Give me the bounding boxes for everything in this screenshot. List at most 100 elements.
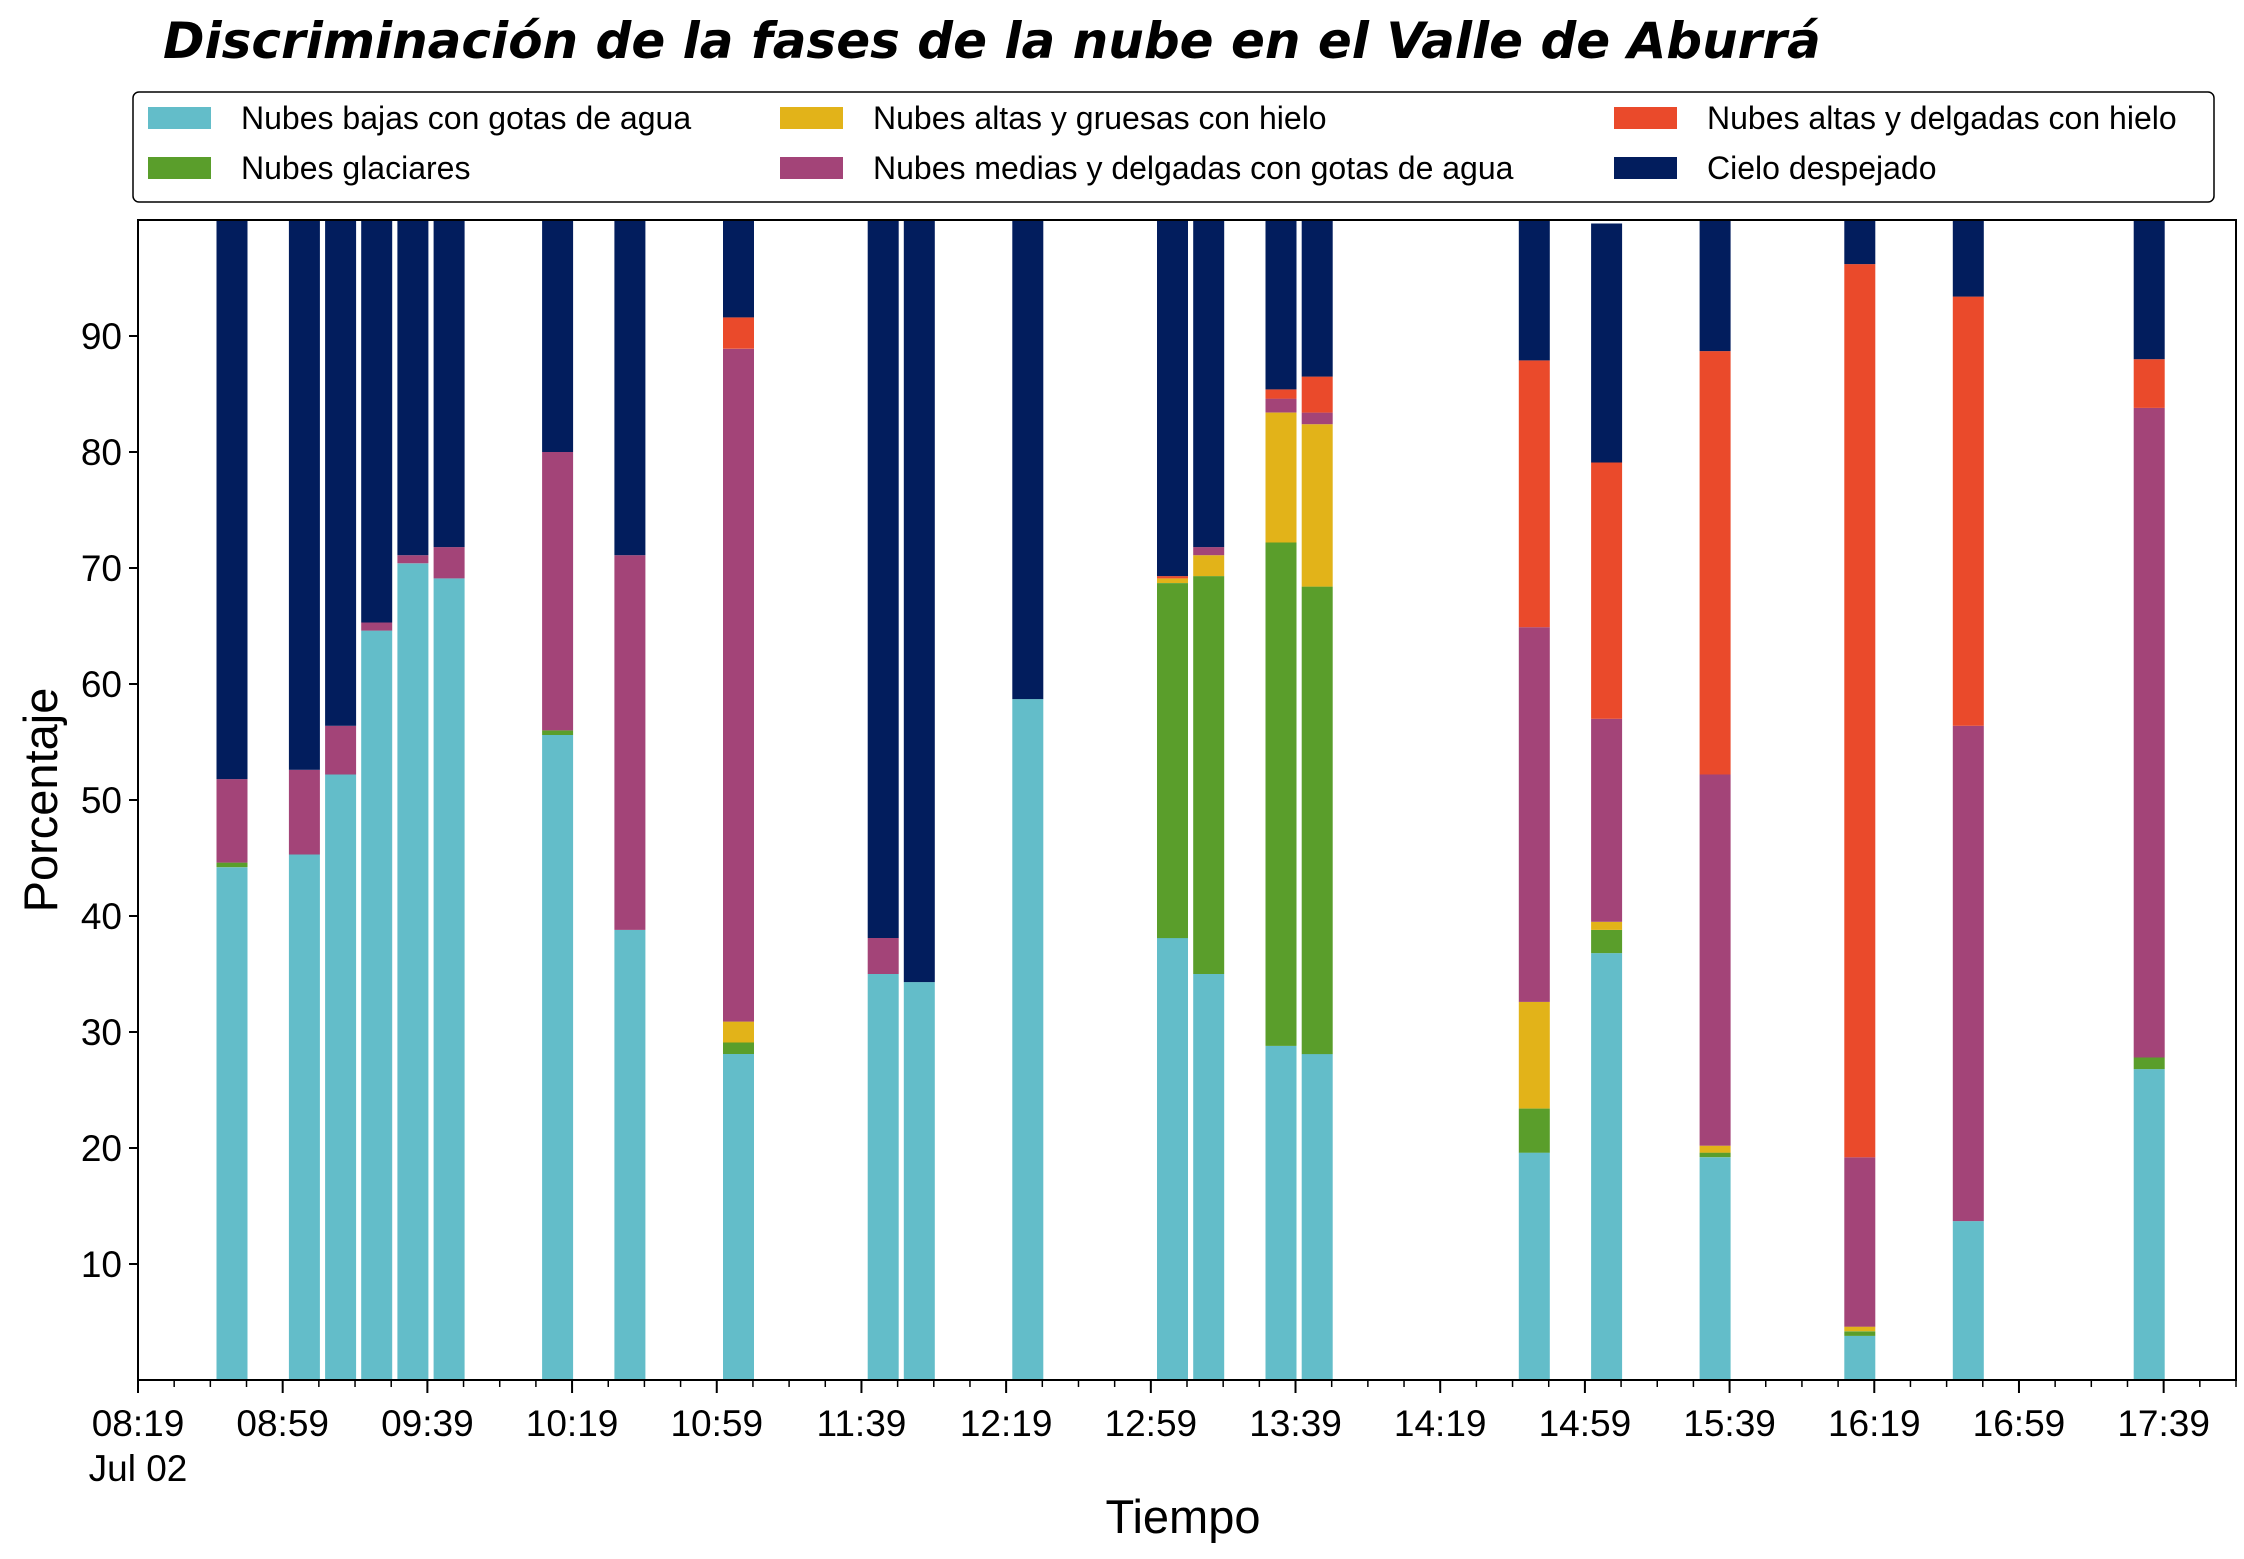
bar-segment — [1301, 220, 1333, 377]
legend-box — [132, 91, 2215, 203]
bar-segment — [2133, 407, 2165, 1058]
bar-segment — [903, 982, 935, 1380]
bar-segment — [2133, 1069, 2165, 1380]
legend-swatch — [148, 157, 211, 179]
x-tick-label: 12:59 — [1105, 1403, 1198, 1444]
bar-segment — [1265, 398, 1297, 413]
bar-segment — [723, 348, 754, 1022]
bar-segment — [2133, 220, 2165, 360]
y-tick-label: 60 — [81, 664, 122, 705]
x-tick-label: 13:39 — [1249, 1403, 1342, 1444]
bar-segment — [1193, 576, 1225, 974]
bar-segment — [1518, 1152, 1550, 1380]
bar-segment — [614, 555, 646, 930]
bar-segment — [397, 220, 429, 556]
bar-segment — [2133, 359, 2165, 408]
legend: Nubes bajas con gotas de agua Nubes glaci… — [132, 91, 2215, 203]
x-tick-label: 17:39 — [2117, 1403, 2210, 1444]
legend-swatch — [780, 157, 843, 179]
legend-label: Nubes altas y delgadas con hielo — [1707, 100, 2177, 136]
chart-title: Discriminación de la fases de la nube en… — [163, 12, 1821, 70]
bar-segment — [397, 563, 429, 1380]
legend-label: Nubes medias y delgadas con gotas de agu… — [873, 150, 1514, 186]
bar-segment — [867, 938, 899, 974]
bar-segment — [1012, 699, 1044, 1380]
bar-segment — [1012, 220, 1044, 700]
bar-segment — [1844, 1331, 1876, 1336]
legend-label: Cielo despejado — [1707, 150, 1937, 186]
bar-segment — [867, 974, 899, 1380]
bar-segment — [1844, 1335, 1876, 1380]
bar-segment — [325, 725, 357, 775]
bar-segment — [1265, 220, 1297, 390]
y-tick-label: 20 — [81, 1128, 122, 1169]
legend-swatch — [1614, 107, 1677, 129]
y-axis-label: Porcentaje — [14, 688, 67, 913]
bar-segment — [1952, 1221, 1984, 1380]
bar-segment — [1699, 1145, 1731, 1153]
bar-segment — [1844, 264, 1876, 1158]
bar-segment — [1301, 376, 1333, 413]
x-tick-label: 08:59 — [236, 1403, 329, 1444]
bar-segment — [723, 317, 754, 349]
bar-segment — [433, 578, 465, 1380]
bar-segment — [1193, 555, 1225, 577]
bar-segment — [1157, 938, 1188, 1380]
bar-segment — [1699, 1152, 1731, 1158]
bar-segment — [1193, 974, 1225, 1380]
bar-segment — [1265, 412, 1297, 543]
bar-segment — [1518, 360, 1550, 628]
x-tick-sublabel: Jul 02 — [89, 1448, 188, 1489]
bar-segment — [1591, 929, 1623, 954]
bar-segment — [1591, 953, 1623, 1380]
bar-segment — [361, 630, 393, 1380]
bar-segment — [867, 220, 899, 938]
bar-segment — [1844, 1157, 1876, 1327]
bar-segment — [1265, 389, 1297, 399]
bar-segment — [1518, 627, 1550, 1002]
bar-segment — [288, 854, 320, 1380]
bar-segment — [1518, 220, 1550, 361]
bar-segment — [542, 220, 574, 452]
x-tick-label: 12:19 — [960, 1403, 1053, 1444]
bar-segment — [288, 220, 320, 770]
bar-segment — [1699, 351, 1731, 775]
bar-segment — [723, 1042, 754, 1054]
bar-segment — [1699, 1157, 1731, 1380]
bar-segment — [288, 769, 320, 855]
y-tick-label: 80 — [81, 432, 122, 473]
bar-segment — [1591, 718, 1623, 922]
x-axis-label: Tiempo — [1106, 1490, 1261, 1543]
x-tick-label: 09:39 — [381, 1403, 474, 1444]
bar-segment — [542, 735, 574, 1380]
y-tick-label: 10 — [81, 1244, 122, 1285]
bar-segment — [614, 929, 646, 1380]
x-tick-label: 14:59 — [1539, 1403, 1632, 1444]
bar-segment — [1157, 583, 1188, 939]
bar-segment — [1157, 576, 1188, 579]
bar-segment — [325, 220, 357, 726]
bar-segment — [216, 220, 248, 780]
bars — [216, 220, 2165, 1380]
bar-segment — [2133, 1057, 2165, 1070]
bar-segment — [1157, 220, 1188, 577]
bar-segment — [903, 220, 935, 983]
bar-segment — [397, 555, 429, 564]
bar-segment — [361, 220, 393, 623]
x-tick-label: 15:39 — [1683, 1403, 1776, 1444]
bar-segment — [1591, 462, 1623, 719]
x-tick-label: 14:19 — [1394, 1403, 1487, 1444]
bar-segment — [1591, 223, 1623, 463]
bar-segment — [614, 220, 646, 556]
bar-segment — [542, 452, 574, 731]
bar-segment — [325, 774, 357, 1380]
legend-label: Nubes altas y gruesas con hielo — [873, 100, 1327, 136]
bar-segment — [1301, 586, 1333, 1055]
bar-segment — [1301, 1054, 1333, 1380]
bar-segment — [1301, 424, 1333, 587]
x-tick-label: 10:19 — [526, 1403, 619, 1444]
x-tick-label: 08:19 — [92, 1403, 185, 1444]
y-tick-label: 50 — [81, 780, 122, 821]
